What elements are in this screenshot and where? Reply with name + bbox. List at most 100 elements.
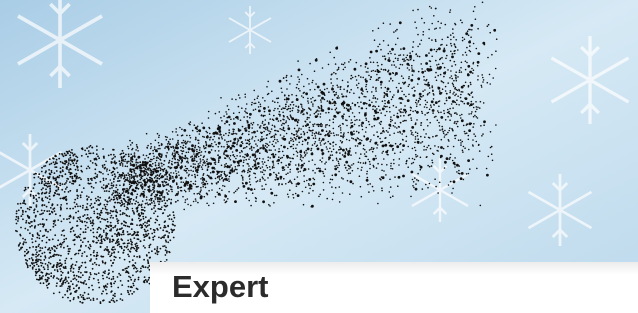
particle	[252, 192, 254, 194]
particle	[366, 119, 368, 121]
particle	[255, 159, 257, 161]
particle	[87, 203, 89, 205]
particle	[273, 141, 275, 143]
particle	[264, 170, 266, 172]
particle	[131, 293, 133, 295]
particle	[347, 81, 349, 83]
particle	[129, 178, 131, 180]
particle	[373, 165, 375, 167]
particle	[251, 147, 253, 149]
particle	[428, 52, 430, 54]
particle	[362, 93, 364, 95]
particle	[49, 198, 51, 200]
particle	[89, 272, 91, 274]
particle	[314, 100, 316, 102]
particle	[373, 95, 375, 97]
particle	[127, 240, 129, 242]
particle	[76, 279, 78, 281]
particle	[399, 21, 402, 24]
particle	[130, 286, 132, 288]
particle	[276, 98, 278, 100]
particle	[41, 247, 43, 249]
particle	[483, 124, 485, 126]
particle	[55, 213, 57, 215]
particle	[289, 189, 291, 191]
particle	[298, 88, 300, 90]
particle	[95, 176, 97, 178]
particle	[350, 154, 352, 156]
particle	[306, 152, 308, 154]
particle	[283, 155, 285, 157]
particle	[365, 78, 367, 80]
particle	[59, 259, 61, 261]
particle	[104, 270, 106, 272]
particle	[243, 116, 245, 118]
particle	[349, 92, 351, 94]
particle	[255, 136, 257, 138]
particle	[27, 187, 29, 189]
particle	[70, 231, 72, 233]
particle	[91, 178, 93, 180]
particle	[362, 129, 364, 131]
particle	[119, 193, 121, 195]
particle	[86, 218, 88, 220]
particle	[433, 98, 435, 100]
particle	[332, 199, 334, 201]
particle	[197, 140, 199, 142]
particle	[54, 210, 56, 212]
particle	[202, 179, 204, 181]
particle	[340, 147, 342, 149]
particle	[443, 148, 445, 150]
particle	[486, 168, 488, 170]
particle	[65, 188, 67, 190]
particle	[286, 97, 288, 99]
particle	[120, 194, 122, 196]
particle	[139, 182, 141, 184]
particle	[464, 103, 466, 105]
particle	[386, 164, 388, 166]
particle	[100, 246, 102, 248]
particle	[359, 97, 361, 99]
particle	[117, 172, 119, 174]
particle	[218, 125, 220, 127]
particle	[275, 142, 277, 144]
particle	[350, 108, 352, 110]
particle	[114, 173, 116, 175]
particle	[267, 134, 269, 136]
particle	[266, 137, 268, 139]
particle	[106, 204, 108, 206]
particle	[381, 187, 383, 189]
particle	[39, 178, 41, 180]
particle	[230, 119, 232, 121]
particle	[266, 146, 268, 148]
particle	[158, 178, 160, 180]
particle	[112, 249, 114, 251]
particle	[365, 127, 367, 129]
particle	[82, 274, 84, 276]
particle	[315, 137, 317, 139]
particle	[376, 131, 378, 133]
particle	[430, 66, 432, 68]
particle	[56, 265, 58, 267]
particle	[346, 149, 348, 151]
particle	[156, 190, 158, 192]
particle	[285, 122, 287, 124]
particle	[92, 206, 94, 208]
particle	[380, 121, 382, 123]
particle	[367, 71, 369, 73]
particle	[122, 299, 124, 301]
particle	[169, 139, 171, 141]
particle	[461, 87, 463, 89]
particle	[457, 121, 459, 123]
particle	[176, 144, 178, 146]
particle	[171, 218, 173, 220]
particle	[139, 271, 141, 273]
particle	[434, 178, 436, 180]
particle	[332, 179, 334, 181]
particle	[455, 46, 457, 48]
particle	[320, 116, 322, 118]
particle	[152, 237, 154, 239]
particle	[221, 189, 223, 191]
particle	[121, 162, 123, 164]
particle	[389, 23, 391, 25]
